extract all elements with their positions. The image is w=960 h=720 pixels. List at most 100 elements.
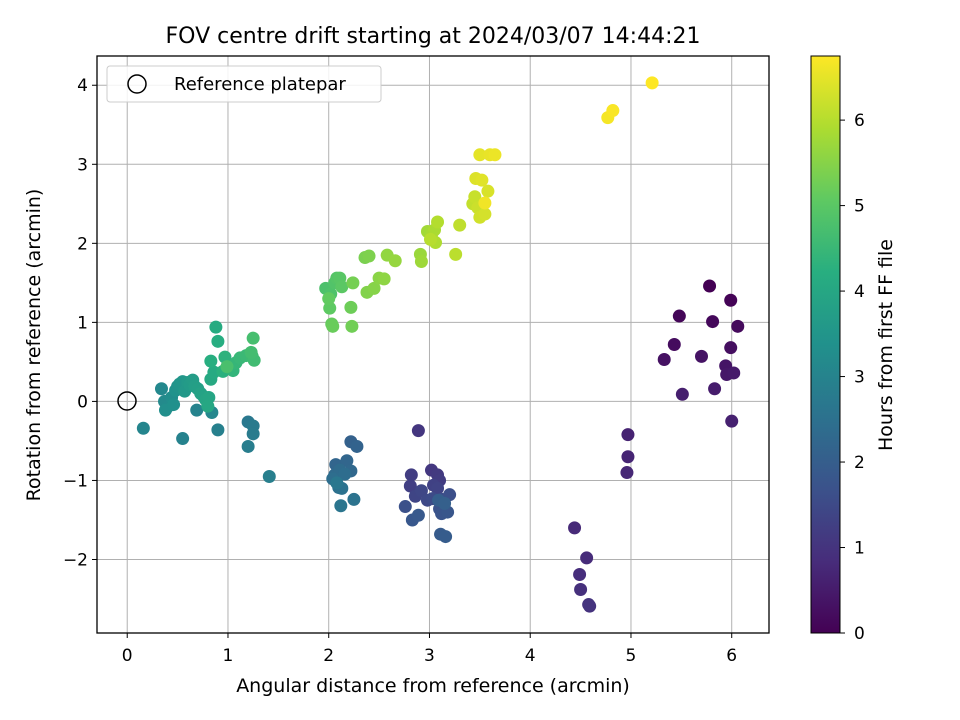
data-point — [338, 467, 352, 481]
data-point — [326, 319, 340, 333]
data-point — [323, 301, 337, 315]
data-point — [694, 349, 708, 363]
reference-platepar-marker — [117, 391, 137, 411]
colorbar-label: Hours from first FF file — [875, 239, 897, 451]
data-point — [475, 173, 489, 187]
data-point — [488, 148, 502, 162]
data-point — [449, 247, 463, 261]
x-tick-label: 1 — [223, 646, 234, 666]
data-point — [220, 360, 234, 374]
data-point — [414, 484, 428, 498]
x-tick-label: 0 — [122, 646, 133, 666]
data-point — [190, 403, 204, 417]
colorbar-tick-label: 5 — [854, 197, 865, 217]
data-point — [241, 439, 255, 453]
legend-label: Reference platepar — [174, 74, 346, 95]
data-point — [345, 319, 359, 333]
y-tick-label: 3 — [77, 155, 88, 175]
x-tick-label: 4 — [525, 646, 536, 666]
data-point — [330, 476, 344, 490]
data-point — [262, 469, 276, 483]
data-point — [201, 399, 215, 413]
data-point — [574, 583, 588, 597]
data-point — [398, 500, 412, 514]
colorbar-ticks: 0 1 2 3 4 5 6 — [840, 111, 865, 644]
data-point — [335, 280, 349, 294]
data-point — [204, 354, 218, 368]
data-point — [478, 207, 492, 221]
colorbar-tick-label: 2 — [854, 453, 865, 473]
data-point — [621, 450, 635, 464]
data-point — [167, 398, 181, 412]
data-point — [414, 255, 428, 269]
plot-frame — [96, 55, 770, 634]
data-point — [473, 148, 487, 162]
data-point — [431, 215, 445, 229]
data-point — [347, 492, 361, 506]
x-axis-ticks: 0 1 2 3 4 5 6 — [122, 633, 737, 666]
legend: Reference platepar — [106, 65, 382, 103]
data-point — [582, 598, 596, 612]
y-axis-ticks: −2 −1 0 1 2 3 4 — [63, 76, 97, 570]
x-axis-label: Angular distance from reference (arcmin) — [236, 675, 630, 697]
data-point — [350, 439, 364, 453]
data-point — [211, 334, 225, 348]
colorbar-tick-label: 0 — [854, 624, 865, 644]
data-point — [606, 104, 620, 118]
data-point — [334, 499, 348, 513]
data-point — [388, 254, 402, 268]
data-point — [706, 315, 720, 329]
data-point — [724, 341, 738, 355]
x-tick-label: 5 — [626, 646, 637, 666]
data-point — [244, 345, 258, 359]
y-tick-label: 4 — [77, 76, 88, 96]
data-point — [478, 196, 492, 210]
legend-marker — [127, 74, 147, 94]
y-tick-label: 2 — [77, 234, 88, 254]
data-point — [411, 424, 425, 438]
data-point — [431, 481, 445, 495]
data-points — [136, 76, 745, 613]
data-point — [344, 300, 358, 314]
data-point — [645, 76, 659, 90]
data-point — [403, 479, 417, 493]
data-point — [322, 292, 336, 306]
y-tick-label: 1 — [77, 313, 88, 333]
data-point — [727, 366, 741, 380]
data-point — [438, 496, 452, 510]
data-point — [468, 190, 482, 204]
data-point — [573, 568, 587, 582]
data-point — [367, 281, 381, 295]
data-point — [731, 319, 745, 333]
data-point — [362, 249, 376, 263]
data-point — [657, 353, 671, 367]
data-point — [725, 414, 739, 428]
data-point — [154, 382, 168, 396]
data-point — [675, 387, 689, 401]
data-point — [568, 521, 582, 535]
y-tick-label: −2 — [63, 550, 88, 570]
data-point — [724, 293, 738, 307]
chart-title: FOV centre drift starting at 2024/03/07 … — [166, 24, 701, 49]
x-tick-label: 2 — [323, 646, 334, 666]
colorbar — [810, 55, 841, 634]
y-tick-label: 0 — [77, 392, 88, 412]
data-point — [211, 423, 225, 437]
data-point — [176, 432, 190, 446]
y-tick-label: −1 — [63, 471, 88, 491]
data-point — [620, 466, 634, 480]
data-point — [672, 309, 686, 323]
colorbar-tick-label: 4 — [854, 282, 865, 302]
x-tick-label: 6 — [726, 646, 737, 666]
data-point — [136, 421, 150, 435]
x-tick-label: 3 — [424, 646, 435, 666]
data-point — [708, 382, 722, 396]
y-axis-label: Rotation from reference (arcmin) — [23, 189, 45, 502]
colorbar-tick-label: 6 — [854, 111, 865, 131]
data-point — [377, 272, 391, 286]
data-point — [481, 184, 495, 198]
data-point — [580, 551, 594, 565]
data-point — [703, 279, 717, 293]
data-point — [423, 232, 437, 246]
